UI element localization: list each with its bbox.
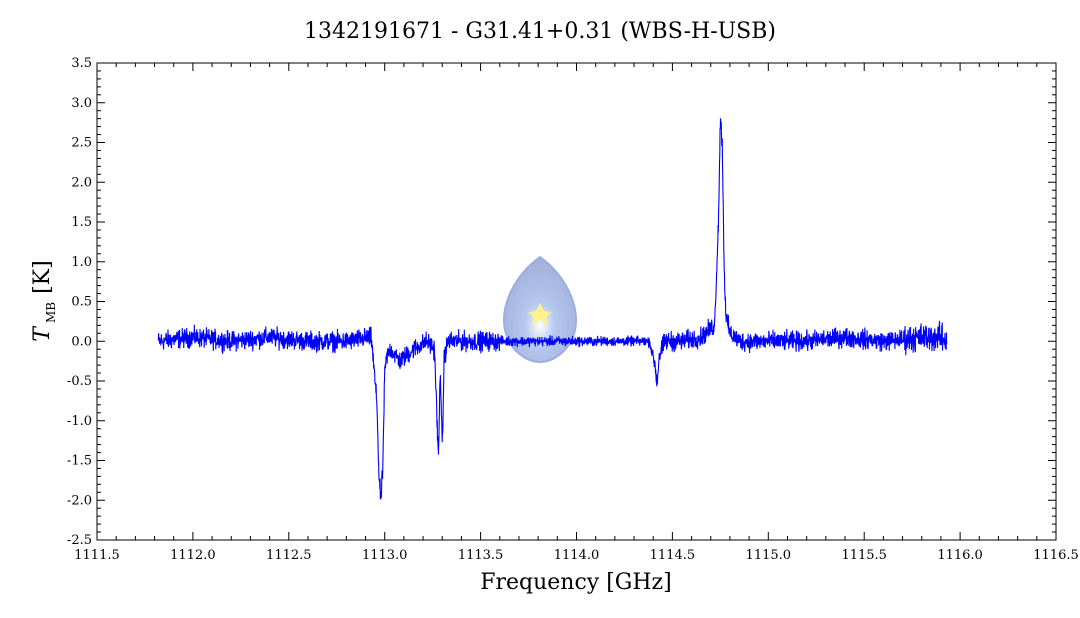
x-tick-label: 1114.5 <box>650 548 696 563</box>
x-tick-label: 1113.0 <box>362 548 408 563</box>
x-tick-label: 1115.5 <box>841 548 887 563</box>
y-tick-label: 0.0 <box>71 334 92 349</box>
y-tick-label: 2.5 <box>71 136 92 151</box>
x-tick-label: 1114.0 <box>554 548 600 563</box>
y-tick-label: 0.5 <box>71 295 92 310</box>
y-tick-label: 2.0 <box>71 175 92 190</box>
x-axis: 1111.5 1112.0 1112.5 1113.0 1113.5 1114.0 1114… <box>74 63 1079 563</box>
y-tick-label: -2.0 <box>67 493 92 508</box>
plot-frame <box>96 62 1057 541</box>
x-tick-label: 1112.0 <box>170 548 216 563</box>
svg-text:T MB [K]: T MB [K] <box>30 260 59 341</box>
x-tick-label: 1113.5 <box>458 548 504 563</box>
x-tick-label: 1112.5 <box>266 548 312 563</box>
spectrum-line <box>157 118 948 500</box>
x-axis-label: Frequency [GHz] <box>480 570 672 595</box>
x-tick-label: 1111.5 <box>74 548 120 563</box>
x-tick-label: 1116.0 <box>937 548 983 563</box>
y-tick-label: -0.5 <box>67 374 92 389</box>
y-tick-label: -1.5 <box>67 454 92 469</box>
y-tick-label: 3.0 <box>71 96 92 111</box>
y-axis: -2.5 -2.0 -1.5 -1.0 -0.5 0.0 0.5 1.0 1.5 2.0 2.5 3.… <box>67 56 1056 548</box>
chart-title: 1342191671 - G31.41+0.31 (WBS-H-USB) <box>304 19 776 44</box>
y-axis-label-subscript: MB <box>44 302 58 323</box>
x-tick-label: 1115.0 <box>746 548 792 563</box>
y-axis-label: T MB [K] <box>30 260 59 341</box>
x-tick-label: 1116.5 <box>1033 548 1079 563</box>
y-axis-label-unit: [K] <box>30 260 55 294</box>
watermark-logo <box>503 255 577 364</box>
y-tick-label: 3.5 <box>71 56 92 71</box>
y-tick-label: 1.5 <box>71 215 92 230</box>
y-tick-label: -2.5 <box>67 533 92 548</box>
y-tick-label: -1.0 <box>67 414 92 429</box>
y-tick-label: 1.0 <box>71 255 92 270</box>
y-axis-label-symbol: T <box>30 325 55 342</box>
